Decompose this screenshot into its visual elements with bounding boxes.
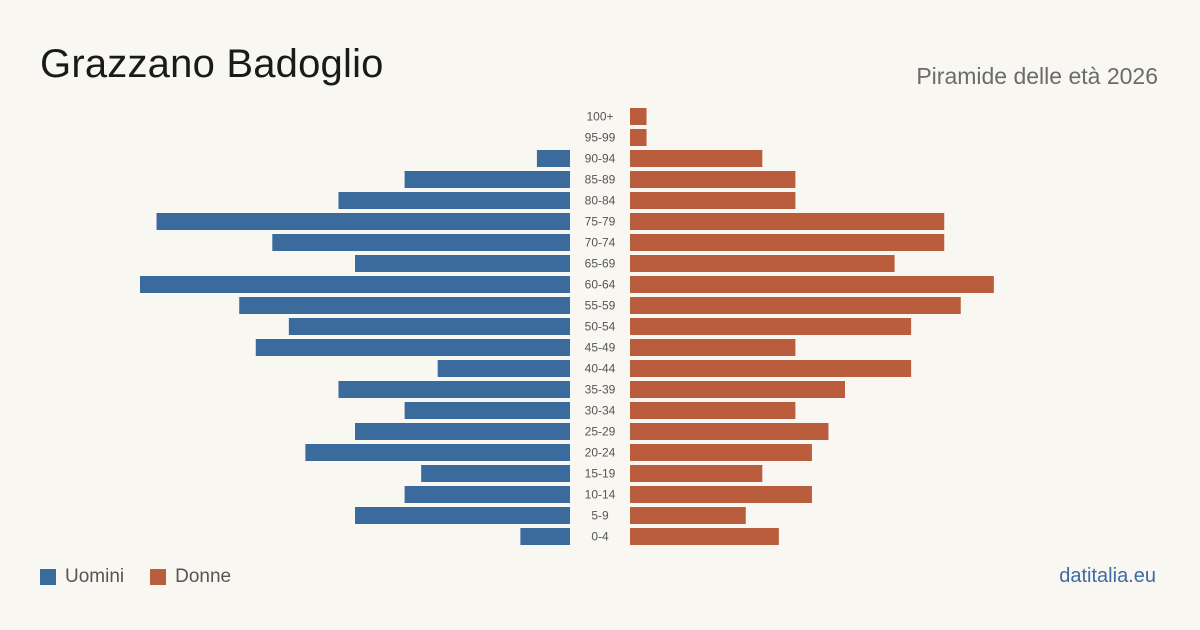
- bar-women-80-84: [630, 192, 796, 209]
- age-label-65-69: 65-69: [585, 257, 616, 271]
- bar-men-80-84: [338, 192, 570, 209]
- age-label-30-34: 30-34: [585, 404, 616, 418]
- bar-women-25-29: [630, 423, 829, 440]
- bar-men-45-49: [255, 339, 570, 356]
- bar-men-70-74: [272, 234, 570, 251]
- bar-women-30-34: [630, 402, 796, 419]
- age-label-55-59: 55-59: [585, 299, 616, 313]
- age-label-25-29: 25-29: [585, 425, 616, 439]
- bar-men-10-14: [404, 486, 570, 503]
- age-label-75-79: 75-79: [585, 215, 616, 229]
- bar-women-40-44: [630, 360, 912, 377]
- bar-men-60-64: [140, 276, 570, 293]
- bar-men-40-44: [437, 360, 570, 377]
- bar-men-65-69: [355, 255, 570, 272]
- bar-women-0-4: [630, 528, 779, 545]
- bar-women-95-99: [630, 129, 647, 146]
- bar-women-10-14: [630, 486, 812, 503]
- age-label-100-plus: 100+: [586, 110, 613, 124]
- bar-men-90-94: [536, 150, 570, 167]
- age-label-60-64: 60-64: [585, 278, 616, 292]
- age-label-15-19: 15-19: [585, 467, 616, 481]
- age-label-85-89: 85-89: [585, 173, 616, 187]
- age-label-35-39: 35-39: [585, 383, 616, 397]
- bar-men-30-34: [404, 402, 570, 419]
- age-label-0-4: 0-4: [591, 530, 609, 544]
- page-title: Grazzano Badoglio: [40, 42, 384, 86]
- age-label-70-74: 70-74: [585, 236, 616, 250]
- bar-men-5-9: [355, 507, 570, 524]
- bar-women-65-69: [630, 255, 895, 272]
- bar-men-25-29: [355, 423, 570, 440]
- bar-men-75-79: [156, 213, 571, 230]
- bar-women-20-24: [630, 444, 812, 461]
- bar-women-70-74: [630, 234, 945, 251]
- bar-women-85-89: [630, 171, 796, 188]
- bar-men-85-89: [404, 171, 570, 188]
- age-label-50-54: 50-54: [585, 320, 616, 334]
- bar-women-75-79: [630, 213, 945, 230]
- age-label-80-84: 80-84: [585, 194, 616, 208]
- legend-swatch-men: [40, 569, 56, 585]
- legend-label-men: Uomini: [65, 566, 125, 587]
- legend-swatch-women: [150, 569, 167, 585]
- bar-women-45-49: [630, 339, 796, 356]
- bar-women-55-59: [630, 297, 961, 314]
- bar-men-0-4: [520, 528, 570, 545]
- bar-women-15-19: [630, 465, 763, 482]
- legend-label-women: Donne: [175, 566, 232, 587]
- legend-item-women: Donne: [150, 566, 231, 588]
- bar-men-50-54: [288, 318, 570, 335]
- population-pyramid-chart: 100+ 95-99 90-94 85-89 80-84 75-79 70-74 65-69 6…: [140, 108, 994, 545]
- chart-subtitle: Piramide delle età 2026: [916, 63, 1158, 89]
- bar-women-50-54: [630, 318, 912, 335]
- age-label-20-24: 20-24: [585, 446, 616, 460]
- bar-women-100-plus: [630, 108, 647, 125]
- legend-item-men: Uomini: [40, 566, 124, 588]
- bar-men-55-59: [239, 297, 570, 314]
- source-link[interactable]: datitalia.eu: [1059, 565, 1156, 587]
- bar-men-20-24: [305, 444, 570, 461]
- bar-women-35-39: [630, 381, 845, 398]
- bar-women-90-94: [630, 150, 763, 167]
- age-label-5-9: 5-9: [591, 509, 609, 523]
- bar-men-35-39: [338, 381, 570, 398]
- bar-women-60-64: [630, 276, 994, 293]
- bar-women-5-9: [630, 507, 746, 524]
- bar-men-15-19: [421, 465, 570, 482]
- age-label-45-49: 45-49: [585, 341, 616, 355]
- age-label-95-99: 95-99: [585, 131, 616, 145]
- age-label-10-14: 10-14: [585, 488, 616, 502]
- age-label-90-94: 90-94: [585, 152, 616, 166]
- chart-legend: Uomini Donne: [40, 566, 257, 588]
- age-label-40-44: 40-44: [585, 362, 616, 376]
